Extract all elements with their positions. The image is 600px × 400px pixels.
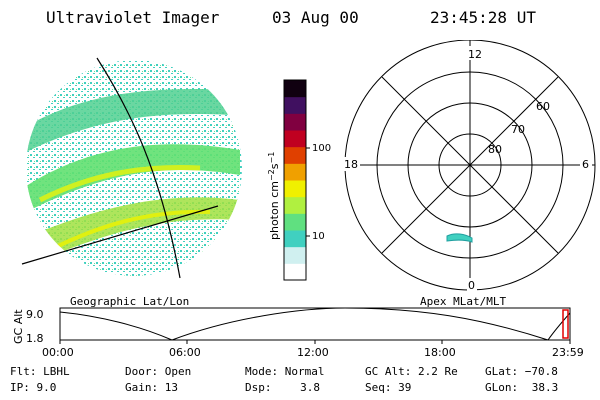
altitude-axis-label: GC Alt [12,309,25,344]
timeline-frame [59,307,571,341]
colorbar-segment [284,146,306,164]
filter-info: Flt: LBHL [10,365,70,378]
colorbar-segment [284,96,306,114]
mlt-6-label: 6 [582,158,589,171]
mlt-12-label: 12 [468,48,482,61]
gain-info: Gain: 13 [125,381,178,394]
time-tick-0: 00:00 [42,346,74,359]
uv-disk [26,60,242,276]
colorbar-frame [283,79,307,281]
time-label: 23:45:28 UT [430,8,536,27]
colorbar-segment [284,113,306,131]
colorbar-tick-100: 100 [312,143,331,154]
time-tick-3: 18:00 [424,346,456,359]
glat-info: GLat: −70.8 [485,365,558,378]
altitude-curve [59,307,571,341]
mlt-0-label: 0 [468,279,475,292]
glon-info: GLon: 38.3 [485,381,559,394]
polar-plot: 12 18 6 0 60 70 80 [342,40,596,292]
aurora-spot [446,233,473,243]
dsp-info: Dsp: 3.8 [245,381,320,394]
colorbar-tick-10: 10 [312,231,325,242]
lat-60-label: 60 [536,100,550,113]
colorbar-segment [284,263,306,281]
mode-info: Mode: Normal [245,365,325,378]
gcalt-info: GC Alt: 2.2 Re [365,365,458,378]
altitude-timeline: GC Alt 9.0 1.8 00:00 06:00 12:00 18:00 2… [12,307,584,359]
colorbar-segment [284,196,306,214]
colorbar-segment [284,213,306,231]
lat-80-label: 80 [488,143,502,156]
uv-image-panel [21,57,242,279]
colorbar-segment [284,130,306,148]
colorbar-segment [284,163,306,181]
meridian-line [96,57,181,279]
colorbar-unit-label: photon cm−2s−1 [267,152,281,240]
colorbar-segment [284,80,306,98]
seq-info: Seq: 39 [365,381,412,394]
date-label: 03 Aug 00 [272,8,359,27]
time-tick-2: 12:00 [297,346,329,359]
image-panel-label: Geographic Lat/Lon [70,295,190,308]
door-info: Door: Open [125,365,192,378]
colorbar-segment [284,180,306,198]
instrument-title: Ultraviolet Imager [46,8,220,27]
mlt-18-label: 18 [344,158,358,171]
polar-panel-label: Apex MLat/MLT [420,295,507,308]
lat-70-label: 70 [511,123,525,136]
colorbar: 100 10 photon cm−2s−1 [267,79,331,281]
altitude-y-top: 9.0 [26,308,44,321]
colorbar-gradient [284,80,306,281]
time-tick-4: 23:59 [552,346,584,359]
current-time-marker [562,309,569,339]
altitude-y-bottom: 1.8 [26,332,44,345]
ip-info: IP: 9.0 [10,381,57,394]
colorbar-segment [284,230,306,248]
colorbar-segment [284,246,306,264]
latitude-line [21,205,219,265]
time-tick-1: 06:00 [169,346,201,359]
